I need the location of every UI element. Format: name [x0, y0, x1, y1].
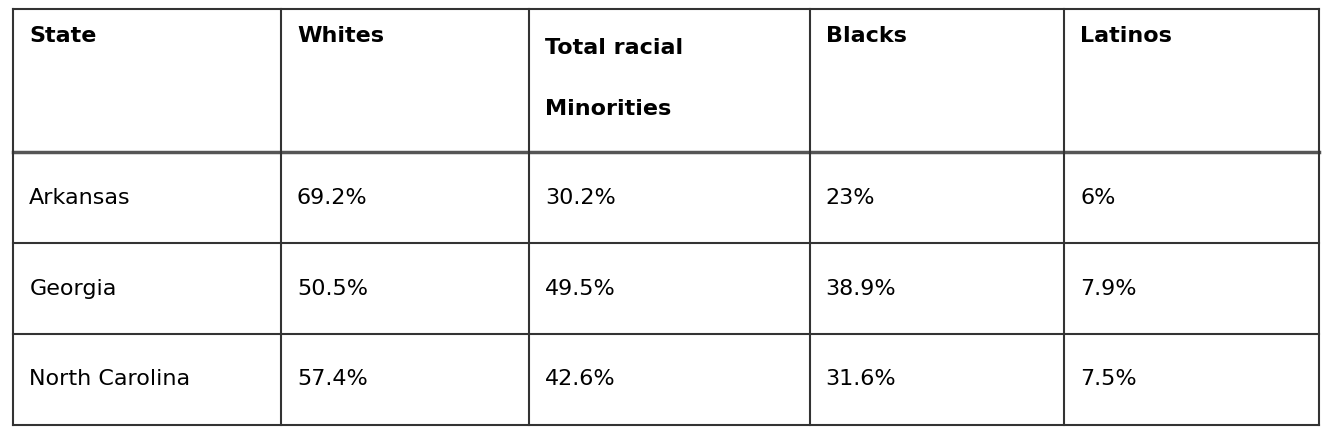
Text: 30.2%: 30.2% — [545, 188, 615, 208]
Text: 57.4%: 57.4% — [297, 369, 368, 389]
Text: 7.5%: 7.5% — [1080, 369, 1136, 389]
Text: Whites: Whites — [297, 26, 384, 46]
Text: North Carolina: North Carolina — [29, 369, 190, 389]
Text: 31.6%: 31.6% — [826, 369, 896, 389]
Text: 42.6%: 42.6% — [545, 369, 615, 389]
Text: Latinos: Latinos — [1080, 26, 1172, 46]
Text: Minorities: Minorities — [545, 99, 671, 119]
Text: Georgia: Georgia — [29, 279, 117, 299]
Text: 38.9%: 38.9% — [826, 279, 896, 299]
Text: 7.9%: 7.9% — [1080, 279, 1136, 299]
Text: Total racial: Total racial — [545, 38, 683, 58]
Text: 6%: 6% — [1080, 188, 1115, 208]
Text: 49.5%: 49.5% — [545, 279, 615, 299]
Text: 50.5%: 50.5% — [297, 279, 368, 299]
Text: Blacks: Blacks — [826, 26, 907, 46]
Text: 23%: 23% — [826, 188, 875, 208]
Text: State: State — [29, 26, 97, 46]
Text: 69.2%: 69.2% — [297, 188, 368, 208]
Text: Arkansas: Arkansas — [29, 188, 131, 208]
